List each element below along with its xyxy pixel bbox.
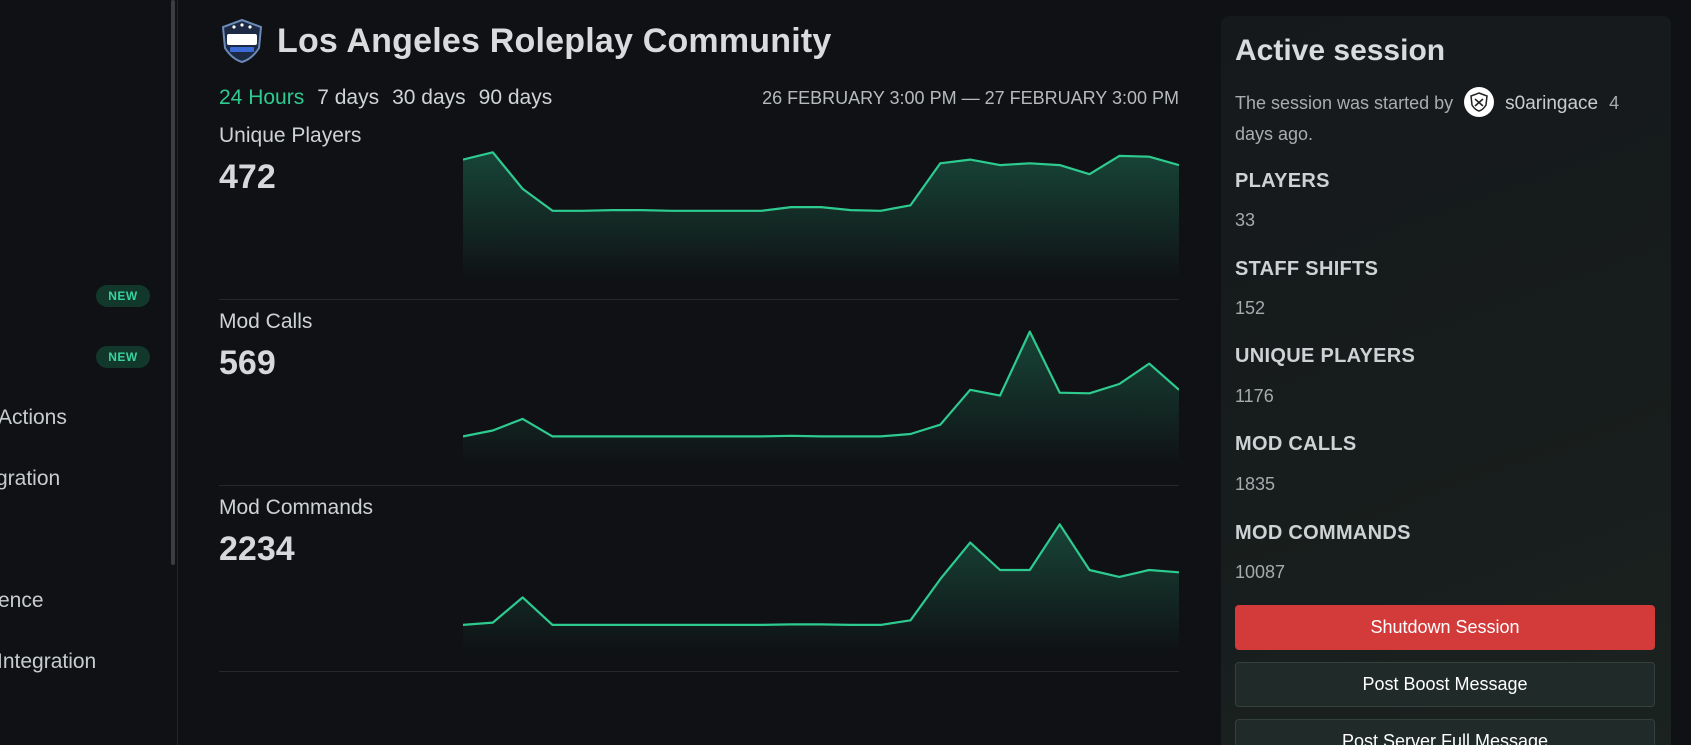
metric-value: 152 [1235, 298, 1266, 318]
metric-value: 10087 [1235, 562, 1286, 582]
stat-label: Mod Commands [219, 496, 374, 519]
post-boost-message-button[interactable]: Post Boost Message [1235, 662, 1655, 707]
panel-title: Active session [1235, 34, 1446, 67]
metric-key: UNIQUE PLAYERS [1235, 345, 1416, 367]
main-content: Los Angeles Roleplay Community 24 Hours … [219, 0, 1179, 745]
stat-mod-calls: Mod Calls 569 [219, 300, 1179, 486]
stat-value: 2234 [219, 530, 295, 568]
stat-mod-commands: Mod Commands 2234 [219, 486, 1179, 672]
active-session-panel: Active session The session was started b… [1221, 16, 1671, 745]
stat-value: 472 [219, 158, 276, 196]
stat-unique-players: Unique Players 472 [219, 114, 1179, 300]
page-header: Los Angeles Roleplay Community [219, 18, 832, 64]
sidebar-scrollbar[interactable] [171, 0, 175, 565]
session-time-ago: 4 days ago. [1235, 93, 1620, 145]
sidebar-item-actions[interactable]: Actions [0, 406, 67, 430]
sidebar-item-label: ence [0, 589, 44, 612]
mod-commands-sparkline [463, 523, 1179, 652]
session-description: The session was started by s0aringace 4 … [1235, 87, 1655, 149]
sidebar-item-ence[interactable]: ence [0, 589, 44, 613]
sparkline-series-line [463, 151, 1179, 212]
tab-30-days[interactable]: 30 days [392, 86, 466, 109]
post-server-full-message-button[interactable]: Post Server Full Message [1235, 719, 1655, 745]
metric-key: STAFF SHIFTS [1235, 258, 1379, 280]
shutdown-session-button[interactable]: Shutdown Session [1235, 605, 1655, 650]
unique-players-sparkline [463, 151, 1179, 280]
metric-key: MOD COMMANDS [1235, 522, 1411, 544]
stat-label: Mod Calls [219, 310, 313, 333]
sparkline-series-line [463, 523, 1179, 626]
time-range-tabs: 24 Hours 7 days 30 days 90 days [219, 86, 552, 110]
mod-calls-sparkline [463, 330, 1179, 466]
tab-90-days[interactable]: 90 days [478, 86, 553, 109]
sparkline-area [463, 524, 1179, 652]
session-username-link[interactable]: s0aringace [1505, 93, 1599, 114]
sidebar-item-integration-2[interactable]: Integration [0, 650, 96, 674]
avatar [1464, 87, 1495, 118]
stat-label: Unique Players [219, 124, 362, 147]
new-badge: NEW [96, 285, 150, 307]
tab-24-hours[interactable]: 24 Hours [219, 86, 305, 109]
tab-7-days[interactable]: 7 days [317, 86, 380, 109]
stat-value: 569 [219, 344, 276, 382]
sparkline-series-line [463, 330, 1179, 438]
metric-key: PLAYERS [1235, 170, 1330, 192]
sidebar-item-integration[interactable]: gration [0, 467, 60, 491]
metric-value: 1176 [1235, 386, 1274, 406]
page-title: Los Angeles Roleplay Community [277, 21, 832, 60]
metric-value: 33 [1235, 210, 1256, 230]
sidebar-item-label: Integration [0, 650, 97, 673]
session-started-by-text: The session was started by [1235, 93, 1454, 113]
sidebar: NEW NEW Actions gration ence Integration [0, 0, 178, 745]
sidebar-item-label: gration [0, 467, 61, 490]
larp-community-logo-icon [221, 18, 263, 64]
sparkline-area [463, 152, 1179, 280]
metric-value: 1835 [1235, 474, 1276, 494]
sparkline-area [463, 331, 1179, 466]
sidebar-item-label: Actions [0, 406, 67, 429]
date-range-label: 26 FEBRUARY 3:00 PM — 27 FEBRUARY 3:00 P… [762, 88, 1179, 108]
new-badge: NEW [96, 346, 150, 368]
user-avatar-icon [1470, 92, 1488, 113]
metric-key: MOD CALLS [1235, 433, 1357, 455]
